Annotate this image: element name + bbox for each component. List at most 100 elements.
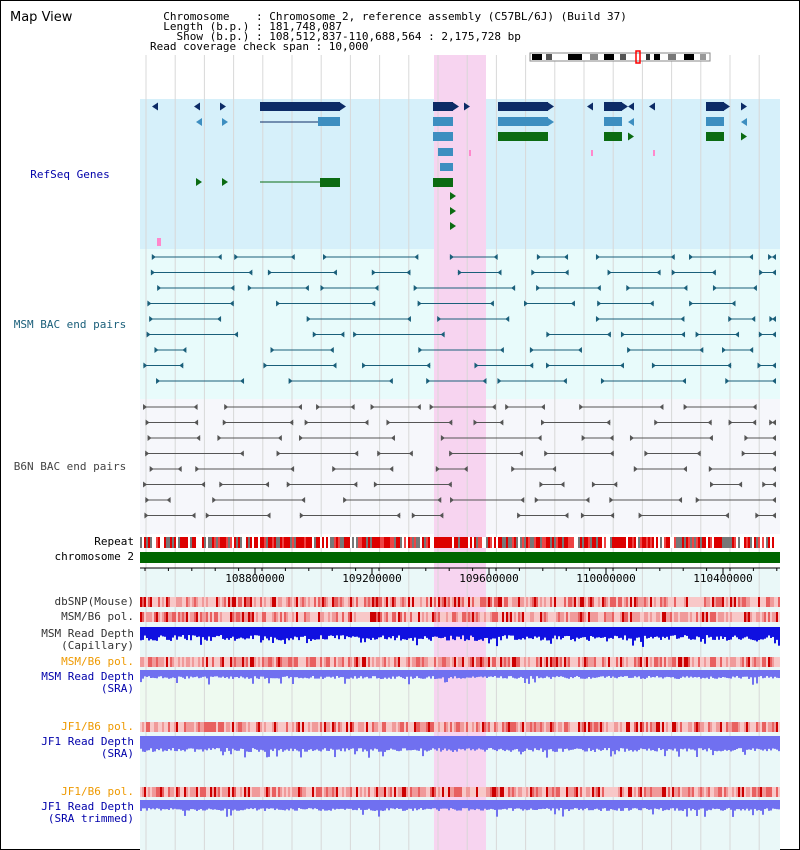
msm-b6-pol-sra-cell — [684, 657, 686, 667]
jf1-trimmed-depth-bar — [256, 800, 258, 811]
jf1-b6-pol-trimmed-cell — [214, 787, 216, 797]
msm-bac-pair-end — [531, 269, 536, 276]
jf1-sra-depth-bar — [508, 736, 510, 751]
jf1-trimmed-depth-bar — [642, 800, 644, 809]
msm-capillary-depth-bar — [296, 627, 298, 638]
jf1-b6-pol-cell — [216, 722, 218, 732]
msm-b6-pol-cell — [546, 612, 548, 622]
dbsnp-density-cell — [224, 597, 226, 607]
msm-capillary-depth-bar — [184, 627, 186, 639]
jf1-sra-depth-bar — [438, 736, 440, 749]
dbsnp-density-cell — [692, 597, 694, 607]
msm-b6-pol-cell — [514, 612, 516, 622]
gene-arrow — [222, 178, 228, 186]
b6n-bac-pair-end — [564, 512, 569, 519]
jf1-b6-pol-cell — [778, 722, 780, 732]
dbsnp-density-cell — [514, 597, 516, 607]
msm-capillary-depth-bar — [692, 627, 694, 640]
jf1-b6-pol-trimmed-cell — [590, 787, 592, 797]
ideogram-band — [668, 54, 676, 60]
jf1-trimmed-depth-bar — [186, 800, 188, 811]
msm-sra-depth-bar — [282, 670, 284, 677]
b6n-bac-pair-end — [145, 497, 150, 503]
msm-capillary-depth-bar — [536, 627, 538, 638]
jf1-sra-depth-bar — [706, 736, 708, 752]
jf1-b6-pol-trimmed-cell — [732, 787, 734, 797]
jf1-b6-pol-trimmed-cell — [714, 787, 716, 797]
jf1-b6-pol-trimmed-cell — [146, 787, 148, 797]
ideogram-band — [684, 54, 694, 60]
dbsnp-density-cell — [522, 597, 524, 607]
jf1-trimmed-depth-bar — [604, 800, 606, 809]
msm-capillary-depth-bar — [434, 627, 436, 637]
jf1-trimmed-depth-bar — [374, 800, 376, 811]
msm-sra-depth-bar — [510, 670, 512, 677]
dbsnp-density-cell — [640, 597, 642, 607]
dbsnp-density-cell — [256, 597, 258, 607]
repeat-element — [682, 537, 684, 548]
msm-capillary-depth-bar — [316, 627, 318, 640]
selected-region-highlight — [434, 55, 486, 850]
jf1-b6-pol-cell — [470, 722, 472, 732]
jf1-trimmed-depth-bar — [462, 800, 464, 809]
jf1-sra-depth-bar — [516, 736, 518, 749]
msm-sra-depth-bar — [546, 670, 548, 677]
jf1-b6-pol-cell — [638, 722, 640, 732]
msm-b6-pol-cell — [280, 612, 282, 622]
msm-b6-pol-sra-cell — [482, 657, 484, 667]
msm-sra-depth-bar — [196, 670, 198, 677]
jf1-b6-pol-cell — [584, 722, 586, 732]
jf1-trimmed-depth-bar — [148, 800, 150, 809]
jf1-sra-depth-bar — [658, 736, 660, 749]
msm-sra-depth-bar — [296, 670, 298, 678]
dbsnp-density-cell — [278, 597, 280, 607]
repeat-element — [612, 537, 614, 548]
dbsnp-density-cell — [702, 597, 704, 607]
msm-bac-pair-end — [240, 378, 245, 384]
msm-b6-pol-cell — [646, 612, 648, 622]
gene-arrow — [453, 102, 459, 111]
dbsnp-density-cell — [276, 597, 278, 607]
msm-b6-pol-sra-cell — [718, 657, 720, 667]
msm-capillary-depth-bar — [648, 627, 650, 638]
repeat-element — [712, 537, 714, 548]
repeat-element — [450, 537, 452, 548]
dbsnp-density-cell — [674, 597, 676, 607]
msm-b6-pol-cell — [308, 612, 310, 622]
msm-bac-pair-end — [437, 316, 442, 322]
jf1-sra-depth-bar — [768, 736, 770, 749]
msm-b6-pol-sra-cell — [422, 657, 424, 667]
jf1-trimmed-depth-bar — [464, 800, 466, 809]
msm-b6-pol-sra-cell — [658, 657, 660, 667]
jf1-sra-depth-bar — [380, 736, 382, 752]
msm-b6-pol-sra-cell — [756, 657, 758, 667]
ruler-tick-label: 109600000 — [459, 572, 519, 585]
msm-b6-pol-sra-cell — [336, 657, 338, 667]
jf1-b6-pol-trimmed-cell — [412, 787, 414, 797]
jf1-trimmed-depth-bar — [556, 800, 558, 809]
jf1-b6-pol-cell — [706, 722, 708, 732]
jf1-b6-pol-trimmed-cell — [680, 787, 682, 797]
msm-sra-depth-bar — [522, 670, 524, 678]
jf1-trimmed-depth-bar — [436, 800, 438, 810]
msm-sra-depth-bar — [608, 670, 610, 677]
msm-bac-pair-end — [413, 285, 418, 291]
msm-capillary-depth-bar — [272, 627, 274, 643]
msm-bac-pair-end — [772, 269, 776, 276]
jf1-trimmed-depth-bar — [310, 800, 312, 809]
jf1-b6-pol-cell — [414, 722, 416, 732]
jf1-trimmed-depth-bar — [586, 800, 588, 809]
jf1-trimmed-depth-bar — [432, 800, 434, 809]
jf1-b6-pol-cell — [658, 722, 660, 732]
jf1-b6-pol-cell — [246, 722, 248, 732]
msm-sra-depth-bar — [258, 670, 260, 679]
msm-b6-pol-cell — [480, 612, 482, 622]
jf1-sra-depth-bar — [766, 736, 768, 752]
msm-capillary-depth-bar — [714, 627, 716, 640]
msm-capillary-depth-bar — [664, 627, 666, 639]
jf1-b6-pol-cell — [598, 722, 600, 732]
jf1-sra-depth-bar — [420, 736, 422, 749]
msm-capillary-depth-bar — [402, 627, 404, 640]
dbsnp-density-cell — [586, 597, 588, 607]
